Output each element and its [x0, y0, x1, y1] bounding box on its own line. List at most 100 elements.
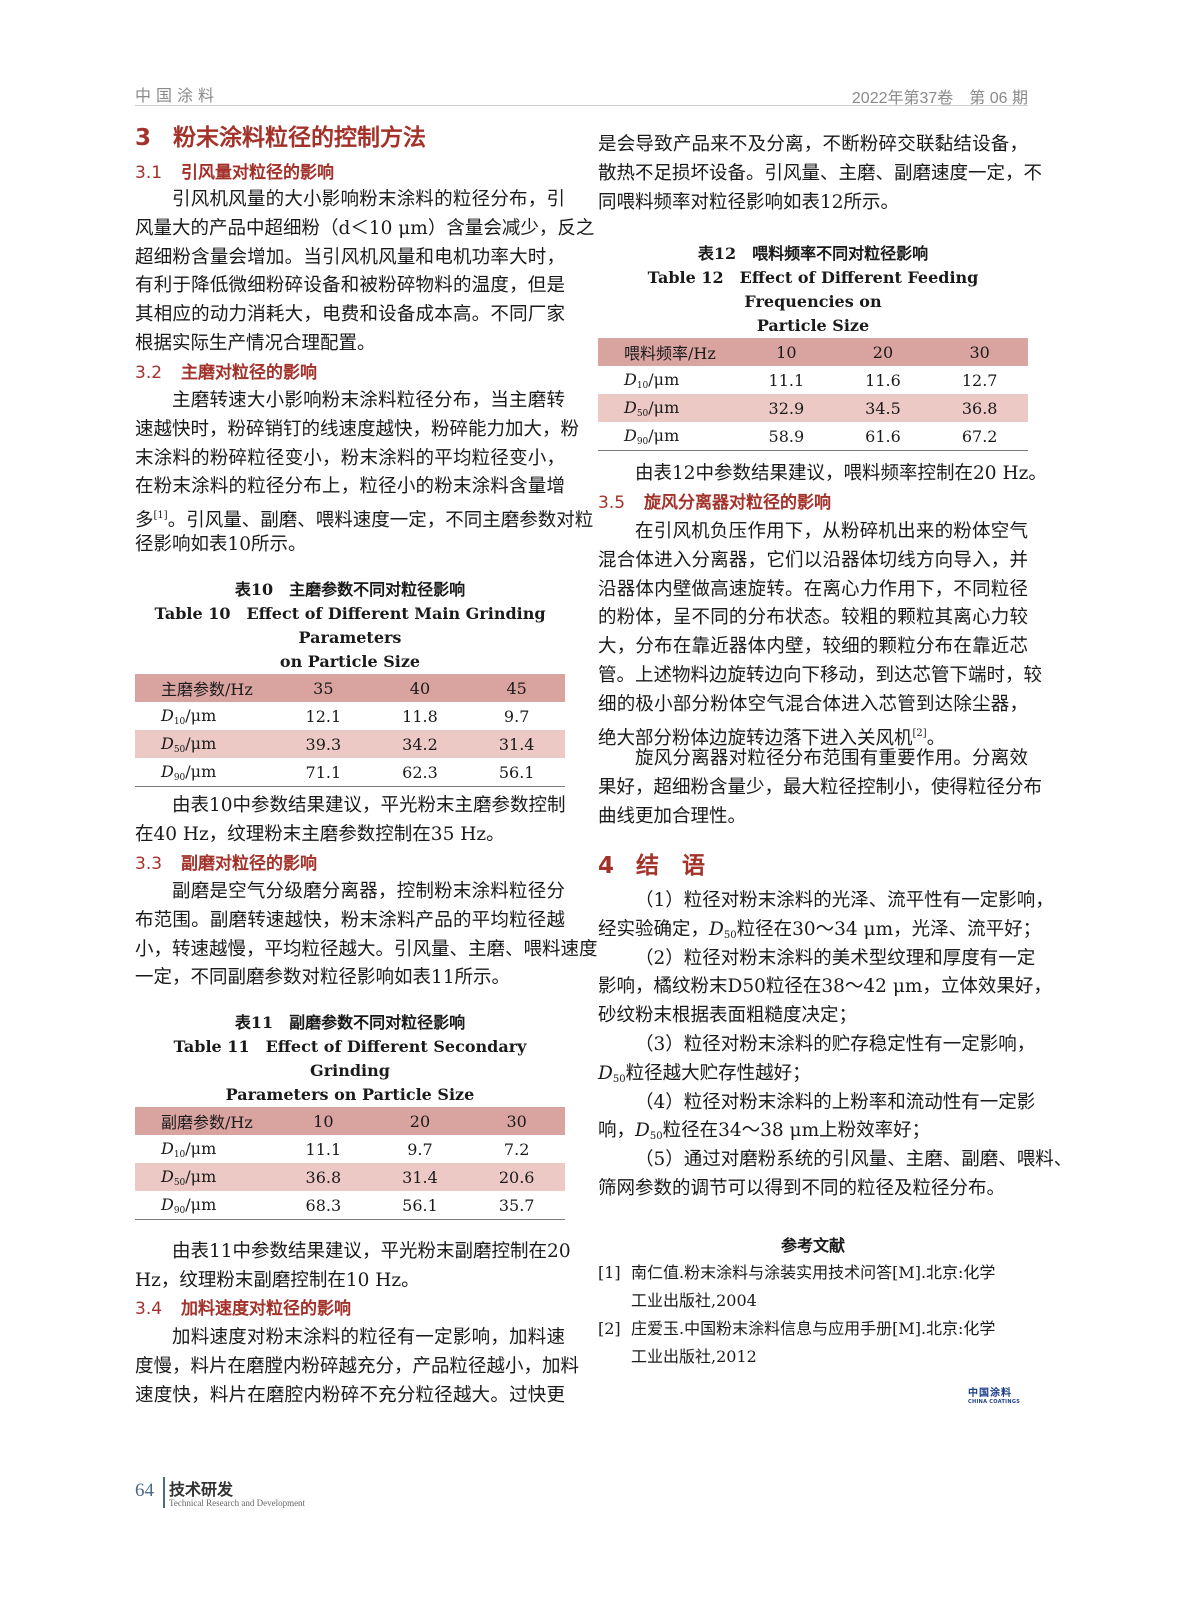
section-title: 加料速度对粒径的影响	[181, 1299, 351, 1319]
text-line: 引风机风量的大小影响粉末涂料的粒径分布，引	[172, 189, 565, 210]
table-row: D90/μm 71.1 62.3 56.1	[135, 758, 565, 787]
table-cell: 11.1	[305, 1139, 342, 1159]
table-cell: 71.1	[305, 762, 342, 782]
paragraph-continued: 是会导致产品来不及分离，不断粉碎交联黏结设备， 散热不足损坏设备。引风量、主磨、副…	[598, 131, 1042, 217]
column-header: 20	[872, 342, 894, 362]
paragraph: 由表10中参数结果建议，平光粉末主磨参数控制 在40 Hz，纹理粉末主磨参数控制在…	[135, 792, 566, 850]
journal-logo: 中国涂料 CHINA COATINGS	[968, 1384, 1020, 1405]
text-line: （5）通过对磨粉系统的引风量、主磨、副磨、喂料、	[635, 1149, 1073, 1171]
data-table: 主磨参数/Hz 35 40 45 D10/μm 12.1 11.8 9.7 D50/μm 39.3…	[135, 674, 565, 787]
text-line: 在40 Hz，纹理粉末主磨参数控制在35 Hz。	[135, 823, 505, 845]
text-line: （2）粒径对粉末涂料的美术型纹理和厚度有一定	[635, 947, 1036, 969]
text-line: 多[1]。引风量、副磨、喂料速度一定，不同主磨参数对粒	[135, 510, 594, 532]
table-cell: 34.5	[865, 398, 901, 418]
data-table: 喂料频率/Hz 10 20 30 D10/μm 11.1 11.6 12.7 D50/μm 32.…	[598, 338, 1028, 451]
table-10: 表10 主磨参数不同对粒径影响 Table 10 Effect of Differ…	[135, 578, 565, 787]
column-header: 20	[409, 1111, 431, 1131]
table-cell: D50/μm	[161, 1166, 217, 1188]
table-row: D10/μm 12.1 11.8 9.7	[135, 702, 565, 730]
paragraph: 引风机风量的大小影响粉末涂料的粒径分布，引 风量大的产品中超细粉（d＜10 μm）…	[135, 186, 594, 359]
table-cell: 12.7	[961, 370, 998, 390]
text-line: 在粉末涂料的粒径分布上，粒径小的粉末涂料含量增	[135, 476, 565, 498]
table-caption-cn: 表12 喂料频率不同对粒径影响	[697, 244, 929, 263]
text-line: 筛网参数的调节可以得到不同的粒径及粒径分布。	[598, 1177, 1006, 1199]
column-header: 主磨参数/Hz	[161, 680, 253, 699]
table-cell: 58.9	[768, 426, 805, 446]
text-line: 混合体进入分离器，它们以沿器体切线方向导入，并	[598, 549, 1028, 571]
table-cell: 9.7	[407, 1139, 433, 1159]
section-3-5-heading: 3.5 旋风分离器对粒径的影响	[598, 490, 1028, 516]
table-cell: D50/μm	[624, 397, 680, 419]
section-label-cn: 技术研发	[169, 1480, 234, 1499]
table-cell: 67.2	[961, 426, 998, 446]
table-cell: 39.3	[305, 734, 342, 754]
text-line: 由表11中参数结果建议，平光粉末副磨控制在20	[172, 1241, 571, 1262]
text-line: 根据实际生产情况合理配置。	[135, 332, 376, 354]
text-line: 主磨转速大小影响粉末涂料粒径分布，当主磨转	[172, 390, 565, 411]
table-cell: 31.4	[498, 734, 535, 754]
section-label-en: Technical Research and Development	[169, 1498, 306, 1508]
text-line: 同喂料频率对粒径影响如表12所示。	[598, 191, 900, 213]
text-line: （4）粒径对粉末涂料的上粉率和流动性有一定影	[635, 1091, 1036, 1113]
text-line: 度慢，料片在磨膛内粉碎越充分，产品粒径越小，加料	[135, 1355, 580, 1377]
journal-name: 中国涂料	[135, 86, 220, 105]
text-line: 响，D50粒径在34～38 μm上粉效率好；	[598, 1120, 931, 1143]
column-header: 喂料频率/Hz	[624, 344, 716, 363]
section-3-2-heading: 3.2 主磨对粒径的影响	[135, 360, 565, 386]
column-header: 45	[506, 678, 527, 698]
table-caption-cn: 表11 副磨参数不同对粒径影响	[234, 1013, 466, 1032]
table-cell: D10/μm	[161, 705, 217, 727]
text-line: 小，转速越慢，平均粒径越大。引风量、主磨、喂料速度	[135, 938, 598, 960]
table-caption-en: Parameters on Particle Size	[225, 1085, 475, 1104]
table-cell: 9.7	[503, 706, 530, 726]
text-line: 大，分布在靠近器体内壁，较细的颗粒分布在靠近芯	[598, 636, 1028, 658]
section-3-3-heading: 3.3 副磨对粒径的影响	[135, 851, 565, 877]
reference-line: [2] 庄爱玉.中国粉末涂料信息与应用手册[M].北京:化学	[598, 1315, 1028, 1343]
section-3-heading: 3 粉末涂料粒径的控制方法	[135, 124, 565, 152]
text-line: Hz，纹理粉末副磨控制在10 Hz。	[135, 1269, 420, 1291]
table-cell: 20.6	[498, 1167, 535, 1187]
table-cell: 56.1	[498, 762, 535, 782]
section-number: 3.5	[598, 493, 626, 513]
paragraph: 主磨转速大小影响粉末涂料粒径分布，当主磨转 速越快时，粉碎销钉的线速度越快，粉碎能…	[135, 387, 594, 560]
conclusion-item: （2）粒径对粉末涂料的美术型纹理和厚度有一定 影响，橘纹粉末D50粒径在38～42…	[598, 945, 1052, 1031]
table-11: 表11 副磨参数不同对粒径影响 Table 11 Effect of Differ…	[135, 1011, 565, 1220]
paragraph: 旋风分离器对粒径分布范围有重要作用。分离效 果好，超细粉含量少，最大粒径控制小，使…	[598, 745, 1042, 831]
table-row: D50/μm 36.8 31.4 20.6	[135, 1163, 565, 1191]
conclusion-item: （3）粒径对粉末涂料的贮存稳定性有一定影响， D50粒径越大贮存性越好；	[598, 1031, 1036, 1089]
text-line: 细的极小部分粉体空气混合体进入芯管到达除尘器，	[598, 693, 1028, 715]
reference-number: [1]	[598, 1263, 621, 1282]
table-cell: D10/μm	[624, 369, 680, 391]
text-line: 超细粉含量会增加。当引风机风量和电机功率大时，	[135, 246, 565, 268]
table-header-row: 喂料频率/Hz 10 20 30	[598, 338, 1028, 366]
reference-text: 庄爱玉.中国粉末涂料信息与应用手册[M].北京:化学	[631, 1319, 996, 1338]
text-line: 径影响如表10所示。	[135, 533, 307, 555]
table-row: D50/μm 39.3 34.2 31.4	[135, 730, 565, 758]
text-line: 由表12中参数结果建议，喂料频率控制在20 Hz。	[635, 463, 1047, 484]
table-cell: 11.6	[865, 370, 901, 390]
table-cell: 12.1	[305, 706, 342, 726]
table-header-row: 主磨参数/Hz 35 40 45	[135, 674, 565, 702]
table-row: D90/μm 58.9 61.6 67.2	[598, 422, 1028, 451]
text-line: 加料速度对粉末涂料的粒径有一定影响，加料速	[172, 1327, 565, 1348]
text-line: 末涂料的粉碎粒径变小，粉末涂料的平均粒径变小，	[135, 447, 565, 469]
table-cell: 11.1	[768, 370, 805, 390]
section-number: 3.3	[135, 854, 163, 874]
table-12: 表12 喂料频率不同对粒径影响 Table 12 Effect of Differ…	[598, 242, 1028, 451]
paragraph: 由表12中参数结果建议，喂料频率控制在20 Hz。	[598, 460, 1047, 489]
section-4-heading: 4 结 语	[598, 852, 1028, 880]
table-cell: 31.4	[402, 1167, 438, 1187]
logo-cn: 中国涂料	[968, 1388, 1012, 1399]
text-line: 在引风机负压作用下，从粉碎机出来的粉体空气	[635, 521, 1028, 542]
reference-number: [2]	[598, 1319, 621, 1338]
text-line: 的粉体，呈不同的分布状态。较粗的颗粒其离心力较	[598, 607, 1028, 629]
text-line: （3）粒径对粉末涂料的贮存稳定性有一定影响，	[635, 1033, 1036, 1055]
section-title: 粉末涂料粒径的控制方法	[173, 125, 426, 151]
section-number: 3	[135, 125, 152, 151]
paragraph: 在引风机负压作用下，从粉碎机出来的粉体空气混合体进入分离器，它们以沿器体切线方向…	[598, 518, 1042, 749]
column-header: 10	[776, 342, 797, 362]
text-line: 绝大部分粉体边旋转边落下进入关风机[2]。	[598, 727, 946, 749]
conclusion-item: （1）粒径对粉末涂料的光泽、流平性有一定影响， 经实验确定，D50粒径在30～34…	[598, 887, 1054, 945]
header-divider	[135, 105, 1028, 106]
paragraph: 副磨是空气分级磨分离器，控制粉末涂料粒径分 布范围。副磨转速越快，粉末涂料产品的平…	[135, 878, 598, 993]
